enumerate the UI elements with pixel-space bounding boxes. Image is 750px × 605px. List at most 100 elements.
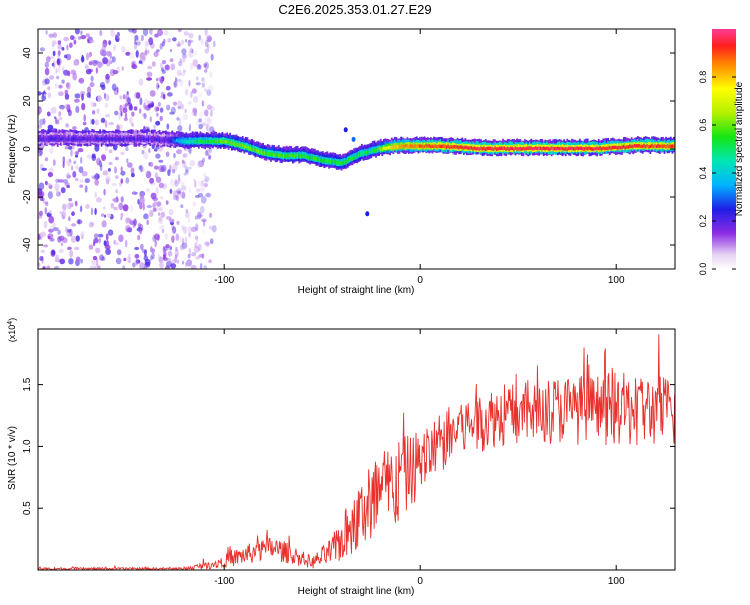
noise-blob bbox=[116, 124, 120, 131]
noise-blob bbox=[105, 233, 109, 241]
noise-blob bbox=[64, 103, 71, 109]
signal-cell bbox=[511, 146, 514, 151]
noise-blob bbox=[194, 108, 198, 117]
noise-blob bbox=[144, 258, 151, 266]
signal-cell bbox=[252, 147, 255, 152]
noise-blob bbox=[95, 197, 102, 203]
noise-blob bbox=[197, 211, 202, 220]
noise-blob bbox=[91, 118, 95, 125]
noise-blob bbox=[52, 60, 56, 69]
noise-blob bbox=[169, 58, 174, 62]
noise-blob bbox=[211, 225, 217, 233]
signal-cell bbox=[434, 144, 437, 148]
noise-blob bbox=[175, 195, 180, 202]
noise-blob bbox=[128, 253, 131, 260]
noise-blob bbox=[49, 75, 55, 80]
noise-blob bbox=[160, 78, 164, 84]
noise-blob bbox=[91, 175, 95, 179]
noise-blob bbox=[204, 150, 209, 157]
noise-blob bbox=[71, 211, 75, 216]
noise-blob bbox=[97, 94, 102, 103]
signal-cell bbox=[500, 146, 503, 150]
noise-blob bbox=[38, 146, 41, 154]
noise-blob bbox=[98, 237, 101, 244]
signal-cell bbox=[235, 142, 238, 147]
signal-cell bbox=[409, 144, 412, 148]
noise-blob bbox=[70, 149, 73, 157]
noise-blob bbox=[88, 244, 94, 250]
noise-blob bbox=[101, 154, 106, 161]
noise-blob bbox=[200, 196, 207, 204]
noise-blob bbox=[173, 80, 179, 88]
signal-cell bbox=[259, 149, 261, 154]
signal-cell bbox=[56, 137, 59, 141]
signal-cell bbox=[527, 146, 529, 150]
noise-blob bbox=[134, 92, 139, 99]
noise-blob bbox=[71, 144, 75, 150]
noise-blob bbox=[169, 179, 175, 187]
noise-blob bbox=[76, 219, 83, 225]
noise-blob bbox=[64, 182, 70, 187]
noise-blob bbox=[192, 178, 196, 182]
x-tick-label: -100 bbox=[214, 275, 234, 286]
noise-blob bbox=[202, 228, 206, 234]
signal-cell bbox=[649, 144, 652, 149]
signal-cell bbox=[375, 148, 377, 152]
noise-blob bbox=[81, 93, 84, 101]
signal-cell bbox=[279, 153, 282, 157]
signal-cell bbox=[395, 144, 398, 149]
signal-cell bbox=[437, 144, 440, 148]
noise-blob bbox=[92, 255, 98, 261]
noise-blob bbox=[66, 185, 70, 188]
signal-cell bbox=[102, 137, 105, 141]
noise-blob bbox=[196, 188, 201, 193]
noise-blob bbox=[171, 164, 178, 171]
signal-cell bbox=[135, 137, 137, 142]
noise-blob bbox=[140, 243, 144, 251]
noise-blob bbox=[176, 187, 183, 194]
signal-cell bbox=[204, 139, 206, 144]
signal-cell bbox=[619, 146, 622, 150]
noise-blob bbox=[47, 92, 52, 99]
signal-cell bbox=[492, 147, 495, 151]
signal-cell bbox=[604, 146, 606, 151]
signal-cell bbox=[276, 152, 279, 157]
colorbar-ticks: 0.0 0.2 0.4 0.6 0.8 bbox=[698, 71, 736, 275]
noise-blob bbox=[122, 107, 128, 114]
signal-cell bbox=[110, 137, 112, 141]
noise-blob bbox=[172, 37, 177, 42]
noise-blob bbox=[206, 123, 209, 131]
signal-cell bbox=[47, 137, 50, 141]
signal-cell bbox=[419, 144, 421, 148]
noise-blob bbox=[120, 166, 123, 172]
noise-blob bbox=[77, 148, 84, 153]
noise-blob bbox=[66, 70, 71, 77]
noise-blob bbox=[101, 43, 108, 48]
noise-blob bbox=[174, 161, 180, 166]
y-tick-label: 0 bbox=[22, 146, 33, 152]
signal-cell bbox=[100, 137, 103, 141]
signal-cell bbox=[549, 147, 551, 151]
signal-cell bbox=[152, 138, 155, 142]
signal-cell bbox=[187, 140, 189, 144]
noise-blob bbox=[192, 59, 198, 67]
noise-blob bbox=[181, 186, 187, 192]
noise-blob bbox=[104, 93, 110, 102]
noise-blob bbox=[185, 208, 189, 213]
signal-cell bbox=[580, 146, 583, 151]
signal-cell bbox=[524, 147, 526, 151]
noise-blob bbox=[145, 170, 152, 179]
noise-blob bbox=[80, 258, 84, 264]
signal-cell bbox=[635, 144, 638, 148]
snr-series-line bbox=[38, 334, 675, 570]
signal-cell bbox=[430, 144, 432, 149]
signal-cell bbox=[96, 136, 98, 141]
signal-cell bbox=[582, 147, 584, 151]
signal-cell bbox=[335, 160, 338, 165]
signal-cell bbox=[392, 145, 395, 150]
signal-cell bbox=[452, 145, 454, 149]
signal-cell bbox=[128, 137, 131, 141]
signal-cell bbox=[45, 137, 48, 141]
signal-cell bbox=[383, 146, 385, 150]
signal-cell bbox=[324, 159, 327, 163]
